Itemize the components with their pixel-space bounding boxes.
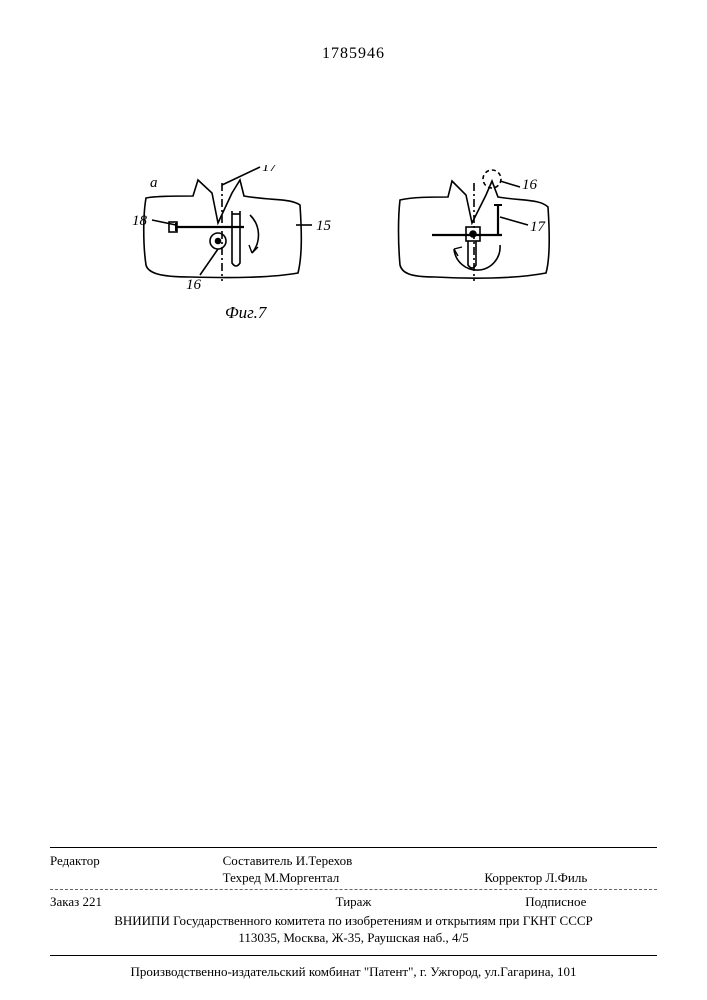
svg-text:17: 17 [530, 219, 547, 235]
tirazh: Тираж [252, 894, 454, 910]
podpisnoe: Подписное [455, 894, 657, 910]
address-line2: 113035, Москва, Ж-35, Раушская наб., 4/5 [50, 929, 657, 947]
svg-text:16: 16 [186, 277, 202, 293]
svg-text:18: 18 [132, 213, 148, 229]
svg-text:16: 16 [522, 177, 538, 193]
figure-7: а 17 18 15 16 [0, 165, 707, 335]
svg-text:17: 17 [262, 165, 279, 175]
techred: Техред М.Моргентал [223, 869, 465, 887]
address-line1: ВНИИПИ Государственного комитета по изоб… [50, 912, 657, 930]
page-number: 1785946 [0, 45, 707, 63]
order-number: Заказ 221 [50, 894, 252, 910]
production-line: Производственно-издательский комбинат "П… [0, 956, 707, 1000]
corrector: Корректор Л.Филь [484, 869, 657, 887]
footer: Редактор Составитель И.Терехов Техред М.… [0, 847, 707, 1000]
figure-caption: Фиг.7 [225, 303, 266, 323]
figure-svg: а 17 18 15 16 [0, 165, 707, 335]
svg-text:а: а [150, 175, 158, 191]
compiler: Составитель И.Терехов [223, 852, 465, 870]
svg-text:15: 15 [316, 218, 332, 234]
left-diagram [144, 167, 312, 281]
editor-label: Редактор [50, 852, 223, 887]
